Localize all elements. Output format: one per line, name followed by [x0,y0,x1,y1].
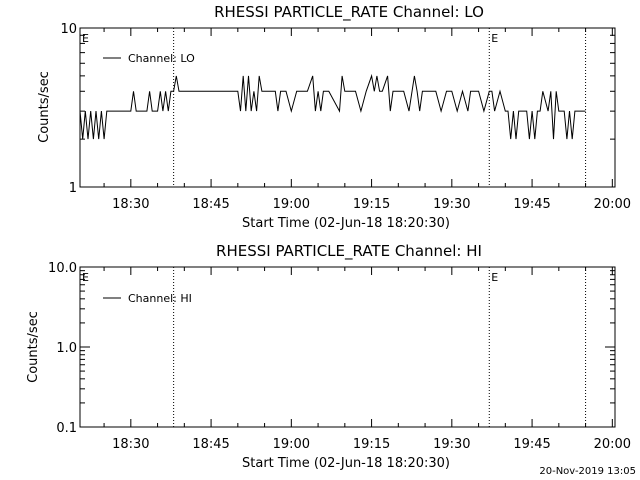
panel-hi-frame [79,266,616,428]
series-line-lo [79,73,586,140]
x-tick-label: 18:30 [112,437,149,452]
panel-hi-legend: Channel: HI [103,292,192,305]
x-tick-label: 19:15 [353,197,390,212]
x-tick-label: 19:15 [353,437,390,452]
y-tick-label: 1.0 [56,341,77,356]
x-tick-label: 20:00 [594,197,631,212]
x-tick-label: 19:00 [273,437,310,452]
event-marker-label: E [82,271,89,284]
x-tick-label: 18:30 [112,197,149,212]
y-tick-label: 1 [69,181,77,196]
x-tick-label: 19:45 [513,437,550,452]
panel-hi-x-axis: 18:30 18:45 19:00 19:15 19:30 19:45 20:00 [103,267,631,452]
x-tick-label: 18:45 [192,437,229,452]
legend-label-hi: Channel: HI [128,292,192,305]
panel-hi-xlabel: Start Time (02-Jun-18 18:20:30) [242,456,450,471]
panel-lo-frame [79,27,616,188]
footer-timestamp: 20-Nov-2019 13:05 [539,466,636,477]
panel-hi-ylabel: Counts/sec [26,311,41,383]
panel-hi-vertical-lines [173,267,587,427]
x-tick-label: 19:30 [433,197,470,212]
y-tick-label: 10.0 [48,261,77,276]
event-marker-label: E [491,271,498,284]
x-tick-label: 18:45 [192,197,229,212]
x-tick-label: 20:00 [594,437,631,452]
panel-hi-y-axis: 0.1 1.0 10.0 [48,261,615,436]
panel-lo-legend: Channel: LO [103,52,195,65]
panel-lo-x-axis: 18:30 18:45 19:00 19:15 19:30 19:45 20:00 [103,28,631,212]
panel-lo-title: RHESSI PARTICLE_RATE Channel: LO [214,3,484,22]
x-tick-label: 19:45 [513,197,550,212]
x-tick-label: 19:30 [433,437,470,452]
panel-lo-ylabel: Counts/sec [37,71,52,143]
x-tick-label: 19:00 [273,197,310,212]
y-tick-label: 0.1 [56,421,77,436]
panel-lo-y-axis: 1 10 [60,22,615,196]
event-marker-label: E [491,32,498,45]
panel-hi-title: RHESSI PARTICLE_RATE Channel: HI [216,242,482,261]
panel-lo-vertical-lines [173,28,587,187]
panel-lo-xlabel: Start Time (02-Jun-18 18:20:30) [242,216,450,231]
event-marker-label: E [82,32,89,45]
y-tick-label: 10 [60,22,77,37]
legend-label-lo: Channel: LO [128,52,195,65]
